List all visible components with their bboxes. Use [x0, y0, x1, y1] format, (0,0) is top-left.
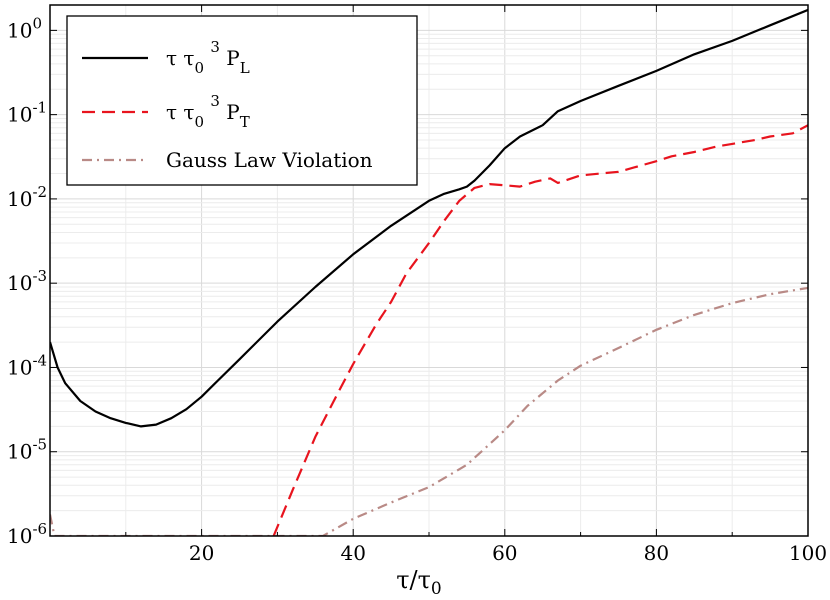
axis-ticks: 20 40 60 80 100 10-6 10-5 10-4 10-3 10-2 10-1 100	[7, 5, 827, 565]
x-axis-title-base: τ/τ	[396, 566, 431, 594]
x-tick-label: 60	[492, 541, 517, 565]
legend-label-2: Gauss Law Violation	[166, 148, 373, 172]
y-tick-label: 10-6	[7, 520, 47, 548]
y-tick-label: 100	[7, 14, 42, 42]
legend: τ τ0 3 PL τ τ0 3 PT Gauss Law Violation	[66, 15, 418, 186]
x-axis-title: τ/τ0	[396, 566, 441, 599]
y-tick-label: 10-5	[7, 436, 47, 464]
legend-label-1: τ τ0 3 PT	[166, 92, 250, 131]
legend-label-0: τ τ0 3 PL	[166, 38, 250, 77]
series-line-0	[50, 8, 808, 428]
y-tick-label: 10-4	[7, 351, 47, 379]
x-tick-label: 40	[340, 541, 365, 565]
x-tick-label: 20	[189, 541, 214, 565]
x-axis-title-sub: 0	[431, 579, 442, 599]
series-line-2	[50, 286, 808, 536]
series-group	[50, 8, 808, 536]
legend-box	[66, 15, 418, 186]
y-tick-label: 10-3	[7, 267, 47, 295]
x-tick-label: 80	[644, 541, 669, 565]
y-tick-label: 10-2	[7, 183, 47, 211]
y-tick-label: 10-1	[7, 99, 47, 127]
x-tick-label: 100	[789, 541, 827, 565]
series-line-1	[272, 124, 808, 536]
